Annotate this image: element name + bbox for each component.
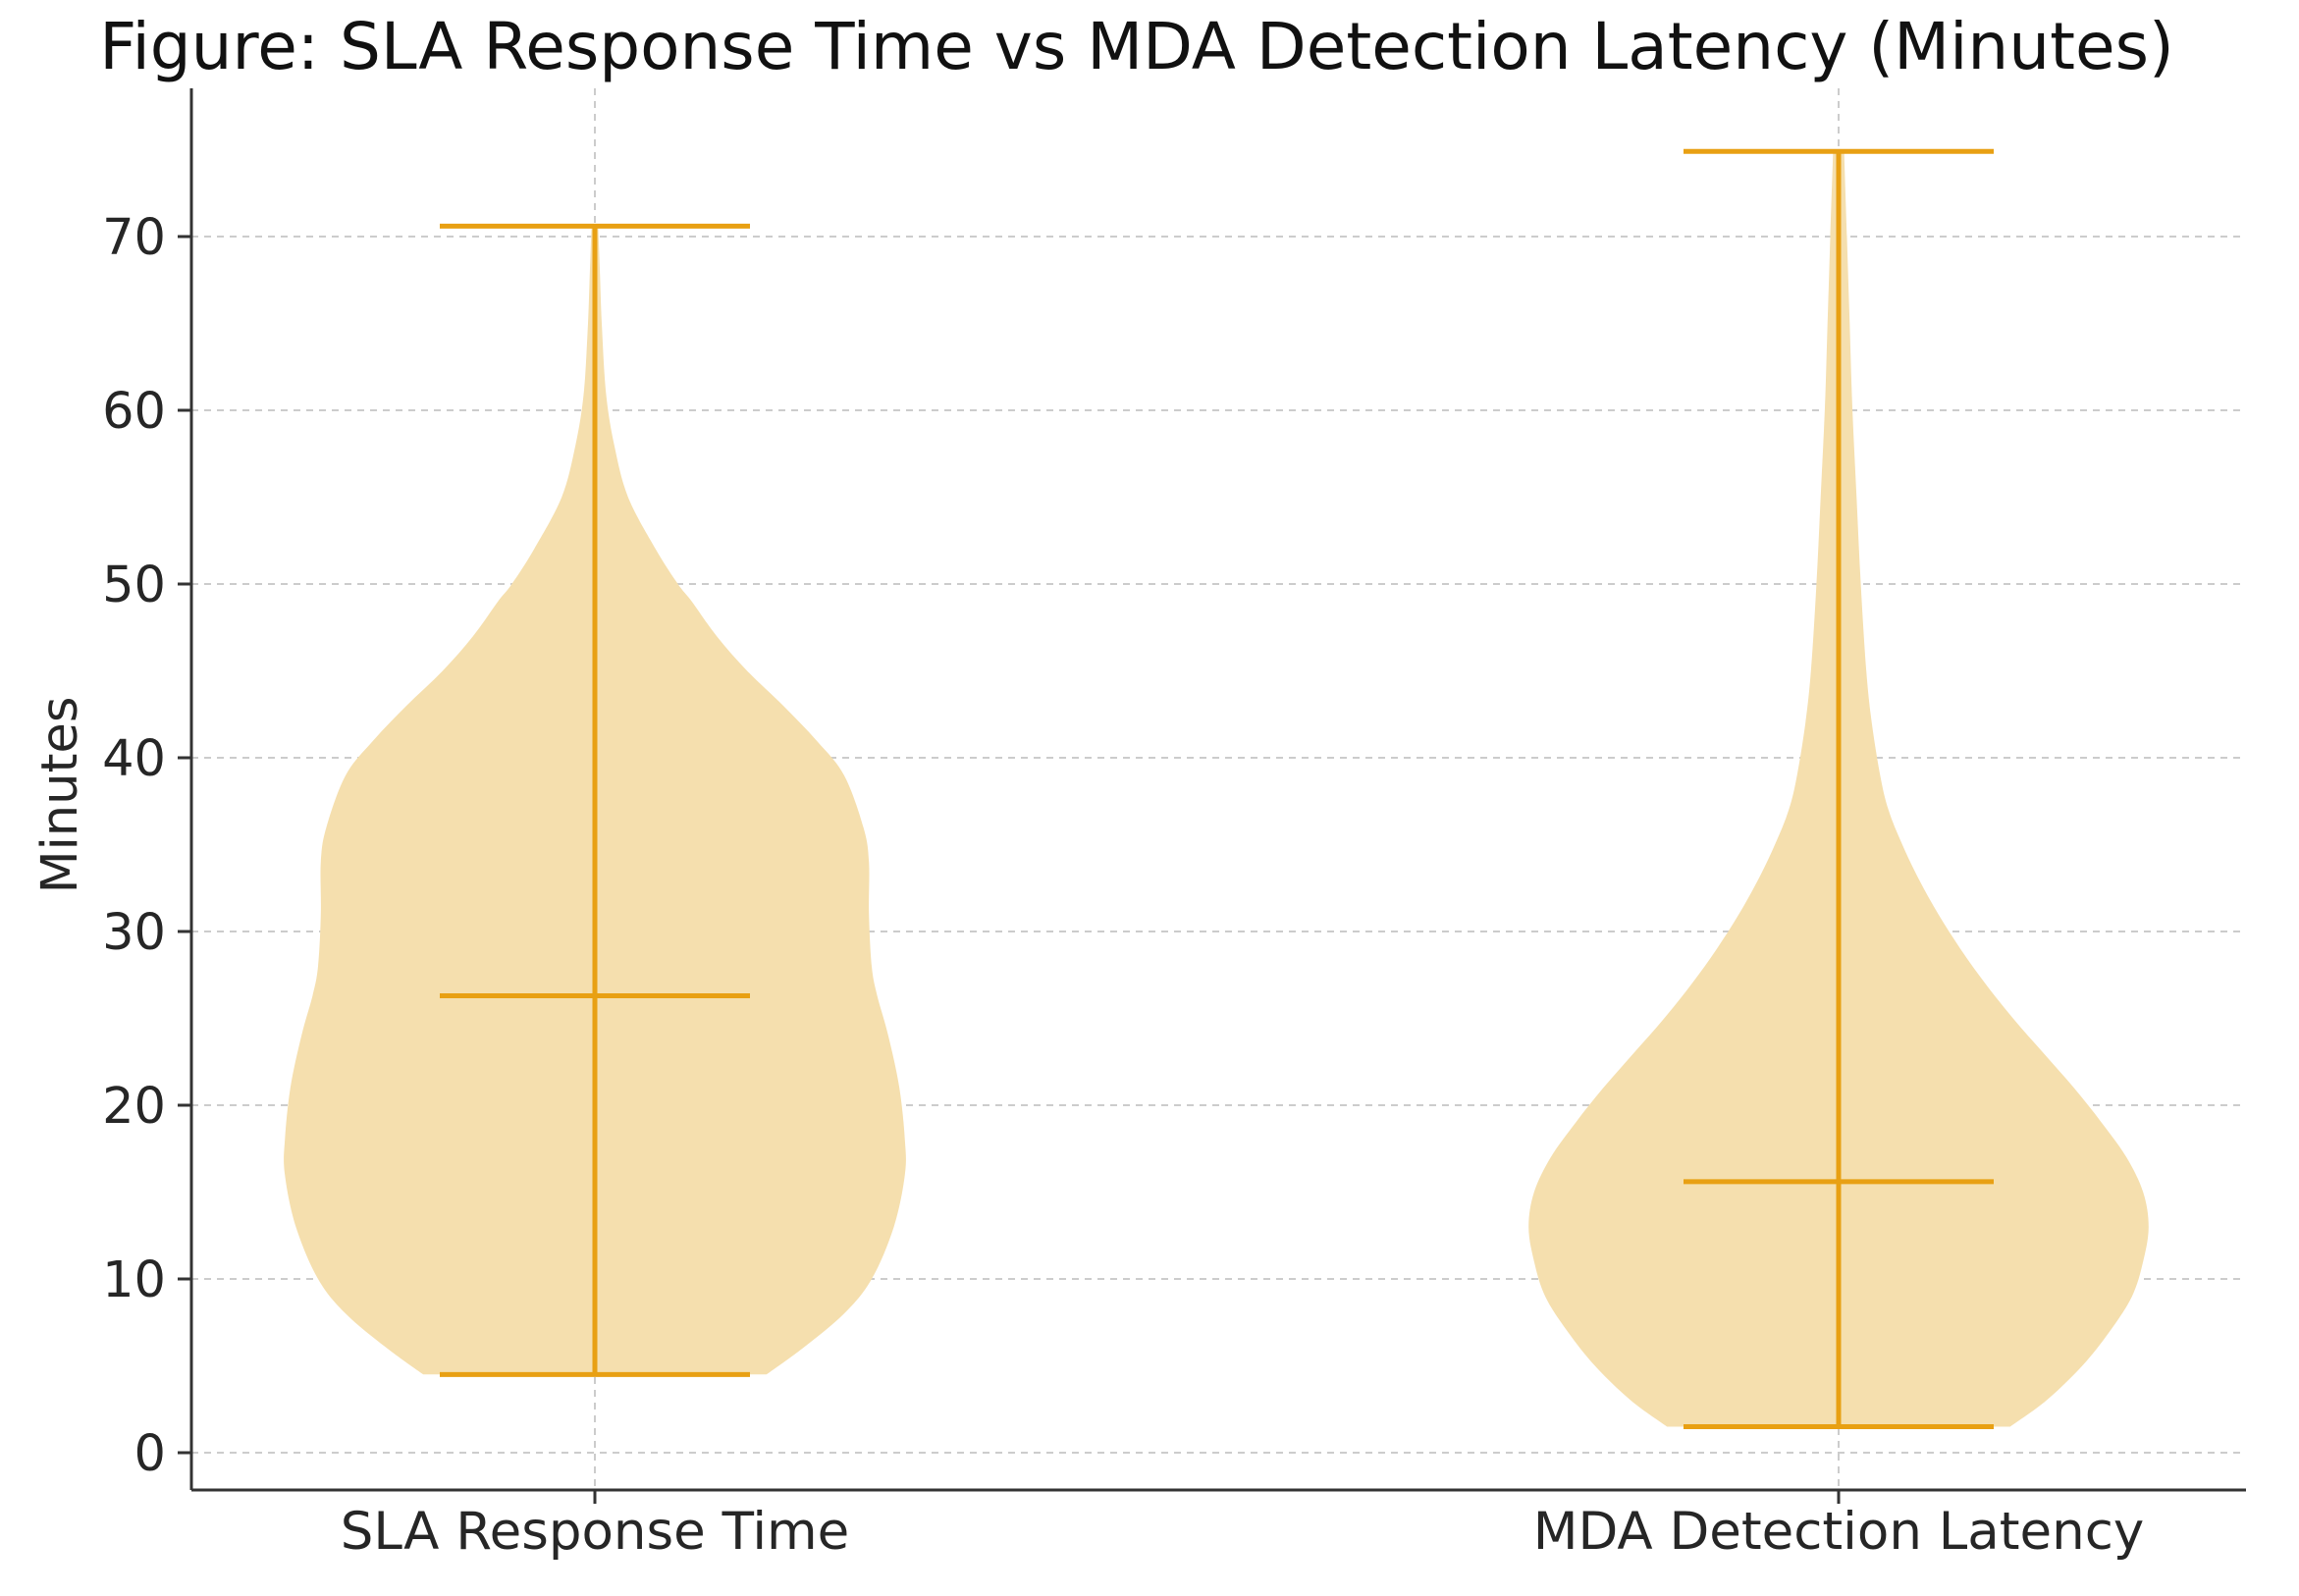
y-tick-label-50: 50	[102, 557, 166, 614]
x-category-label-0: SLA Response Time	[341, 1502, 850, 1562]
y-tick-label-20: 20	[102, 1078, 166, 1136]
y-tick-label-10: 10	[102, 1251, 166, 1309]
x-category-label-1: MDA Detection Latency	[1533, 1502, 2145, 1562]
y-tick-label-40: 40	[102, 730, 166, 788]
chart-title: Figure: SLA Response Time vs MDA Detecti…	[99, 9, 2173, 84]
y-tick-label-70: 70	[102, 209, 166, 267]
y-tick-label-60: 60	[102, 383, 166, 441]
violin-layer	[284, 148, 2149, 1429]
y-tick-label-30: 30	[102, 904, 166, 962]
axis-layer: 0 10 20 30 40 50 60 70 SLA Response Time MDA Dete…	[102, 88, 2246, 1562]
y-tick-label-0: 0	[134, 1425, 166, 1483]
y-axis-title: Minutes	[31, 697, 89, 894]
